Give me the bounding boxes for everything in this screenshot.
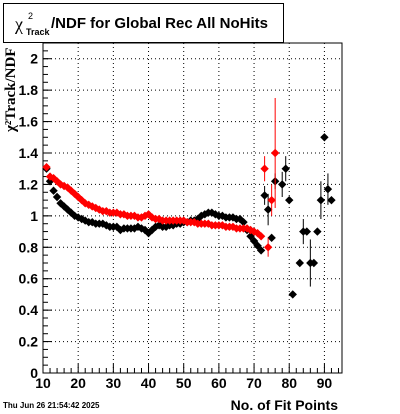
y-tick-label: 1.4 (19, 145, 39, 161)
data-point (190, 217, 199, 227)
data-point (281, 164, 290, 173)
data-point (309, 258, 319, 268)
data-point (70, 211, 79, 221)
data-point (161, 222, 171, 232)
x-tick-label: 30 (106, 375, 122, 391)
data-point (320, 133, 329, 142)
data-point (77, 195, 86, 205)
data-point (260, 164, 269, 173)
data-point (112, 222, 122, 232)
chart-title: /NDF for Global Rec All NoHits (51, 15, 268, 32)
data-point (88, 217, 97, 227)
x-tick-label: 80 (281, 375, 297, 391)
y-tick-label: 0.6 (19, 271, 39, 287)
data-point (66, 186, 76, 195)
y-tick-label: 1.6 (19, 114, 39, 130)
x-tick-label: 50 (176, 375, 192, 391)
data-point (239, 217, 248, 227)
y-tick-label: 0.4 (19, 302, 39, 318)
title-superscript: 2 (28, 11, 34, 21)
data-point (102, 206, 111, 216)
data-point (316, 195, 326, 205)
data-point (302, 227, 312, 236)
series-2 (42, 98, 280, 257)
y-tick-label: 0.2 (19, 334, 39, 350)
y-tick-label: 1.8 (19, 82, 39, 98)
y-tick-label: 0.8 (19, 239, 39, 255)
data-point (263, 243, 273, 252)
data-point (77, 214, 86, 224)
x-tick-label: 10 (35, 375, 51, 391)
data-point (267, 195, 276, 205)
axis-ticks (42, 42, 339, 374)
title-subscript: Track (26, 27, 50, 37)
y-axis-label: χ²Track/NDF (2, 0, 20, 132)
data-point (49, 173, 58, 183)
data-point (91, 203, 100, 213)
data-point (200, 210, 210, 219)
data-point (130, 211, 139, 221)
data-point (116, 225, 125, 235)
y-tick-label: 1 (30, 208, 38, 224)
x-tick-label: 70 (246, 375, 262, 391)
data-point (278, 180, 287, 189)
chart-title-box: χ 2 Track /NDF for Global Rec All NoHits (3, 3, 284, 43)
data-point (133, 222, 143, 232)
y-tick-label: 0 (30, 365, 38, 381)
x-tick-label: 60 (211, 375, 227, 391)
y-tick-label: 1.2 (19, 176, 39, 192)
data-point (59, 181, 69, 191)
y-tick-label: 2 (30, 51, 38, 67)
timestamp-footer: Thu Jun 26 21:54:42 2025 (3, 401, 100, 410)
data-point (73, 192, 83, 202)
data-point (263, 205, 273, 214)
data-point (256, 246, 266, 255)
data-point (256, 232, 266, 241)
data-point (323, 184, 333, 194)
data-marks (42, 98, 336, 299)
data-point (84, 200, 93, 210)
data-point (260, 191, 269, 200)
data-point (267, 233, 276, 243)
data-point (70, 189, 79, 199)
data-point (42, 162, 51, 172)
axis-tick-labels: 10 20 30 40 50 60 70 80 90 0 0.2 0.4 0.6 0.8 1 1.2 1.4 1.… (19, 51, 333, 391)
data-point (218, 211, 227, 221)
data-point (295, 258, 304, 268)
data-point (285, 195, 294, 205)
data-point (327, 195, 336, 205)
title-chi-symbol: χ (15, 14, 23, 34)
x-axis-label: No. of Fit Points (230, 397, 338, 413)
data-point (228, 222, 238, 232)
data-point (66, 208, 76, 217)
data-point (49, 186, 58, 195)
x-tick-label: 40 (141, 375, 157, 391)
data-point (313, 227, 322, 236)
data-point (147, 225, 157, 235)
data-point (288, 290, 297, 299)
x-tick-label: 90 (317, 375, 333, 391)
x-tick-label: 20 (70, 375, 86, 391)
y-axis-label-text: χ²Track/NDF (3, 47, 19, 132)
data-point (52, 192, 62, 202)
data-point (270, 148, 280, 158)
